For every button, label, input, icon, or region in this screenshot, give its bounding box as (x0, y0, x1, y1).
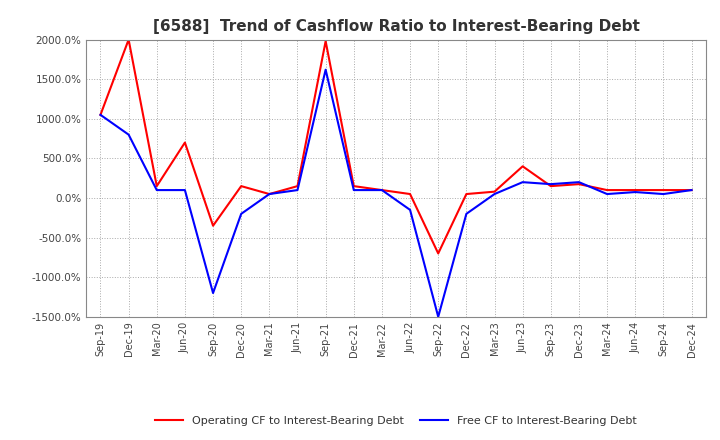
Free CF to Interest-Bearing Debt (293, 187, 302, 193)
Legend: Operating CF to Interest-Bearing Debt, Free CF to Interest-Bearing Debt: Operating CF to Interest-Bearing Debt, F… (150, 411, 642, 430)
Operating CF to Interest-Bearing Debt (434, 251, 443, 256)
Operating CF to Interest-Bearing Debt (96, 112, 105, 117)
Operating CF to Interest-Bearing Debt (518, 164, 527, 169)
Free CF to Interest-Bearing Debt (434, 314, 443, 319)
Free CF to Interest-Bearing Debt (125, 132, 133, 137)
Free CF to Interest-Bearing Debt (349, 187, 358, 193)
Operating CF to Interest-Bearing Debt (603, 187, 611, 193)
Operating CF to Interest-Bearing Debt (209, 223, 217, 228)
Operating CF to Interest-Bearing Debt (265, 191, 274, 197)
Free CF to Interest-Bearing Debt (153, 187, 161, 193)
Free CF to Interest-Bearing Debt (687, 187, 696, 193)
Operating CF to Interest-Bearing Debt (575, 181, 583, 187)
Free CF to Interest-Bearing Debt (181, 187, 189, 193)
Free CF to Interest-Bearing Debt (490, 191, 499, 197)
Free CF to Interest-Bearing Debt (631, 189, 639, 194)
Operating CF to Interest-Bearing Debt (125, 37, 133, 42)
Operating CF to Interest-Bearing Debt (687, 187, 696, 193)
Free CF to Interest-Bearing Debt (518, 180, 527, 185)
Free CF to Interest-Bearing Debt (462, 211, 471, 216)
Free CF to Interest-Bearing Debt (96, 112, 105, 117)
Line: Free CF to Interest-Bearing Debt: Free CF to Interest-Bearing Debt (101, 70, 691, 317)
Operating CF to Interest-Bearing Debt (631, 187, 639, 193)
Title: [6588]  Trend of Cashflow Ratio to Interest-Bearing Debt: [6588] Trend of Cashflow Ratio to Intere… (153, 19, 639, 34)
Operating CF to Interest-Bearing Debt (293, 183, 302, 189)
Operating CF to Interest-Bearing Debt (321, 39, 330, 44)
Operating CF to Interest-Bearing Debt (181, 140, 189, 145)
Free CF to Interest-Bearing Debt (321, 67, 330, 72)
Operating CF to Interest-Bearing Debt (659, 187, 667, 193)
Free CF to Interest-Bearing Debt (406, 207, 415, 213)
Free CF to Interest-Bearing Debt (265, 191, 274, 197)
Operating CF to Interest-Bearing Debt (349, 183, 358, 189)
Operating CF to Interest-Bearing Debt (462, 191, 471, 197)
Operating CF to Interest-Bearing Debt (406, 191, 415, 197)
Free CF to Interest-Bearing Debt (377, 187, 386, 193)
Line: Operating CF to Interest-Bearing Debt: Operating CF to Interest-Bearing Debt (101, 40, 691, 253)
Free CF to Interest-Bearing Debt (575, 180, 583, 185)
Free CF to Interest-Bearing Debt (209, 290, 217, 296)
Free CF to Interest-Bearing Debt (546, 181, 555, 187)
Operating CF to Interest-Bearing Debt (237, 183, 246, 189)
Operating CF to Interest-Bearing Debt (546, 183, 555, 189)
Operating CF to Interest-Bearing Debt (490, 189, 499, 194)
Operating CF to Interest-Bearing Debt (153, 183, 161, 189)
Operating CF to Interest-Bearing Debt (377, 187, 386, 193)
Free CF to Interest-Bearing Debt (603, 191, 611, 197)
Free CF to Interest-Bearing Debt (237, 211, 246, 216)
Free CF to Interest-Bearing Debt (659, 191, 667, 197)
